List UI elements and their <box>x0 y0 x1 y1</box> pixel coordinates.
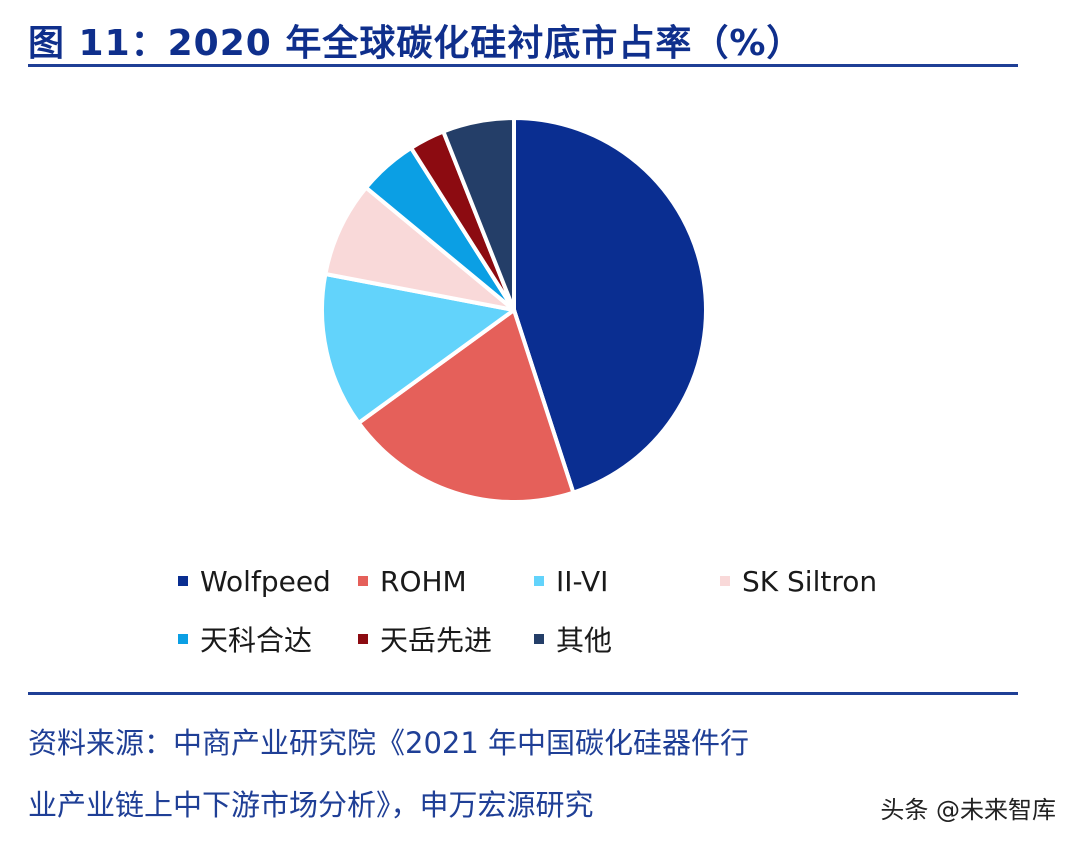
source-note: 资料来源：中商产业研究院《2021 年中国碳化硅器件行 业产业链上中下游市场分析… <box>28 712 1028 836</box>
pie-slice-6 <box>441 116 516 312</box>
legend-item-ii-vi: II-VI <box>534 565 720 598</box>
legend-row-2: 天科合达 天岳先进 其他 <box>178 618 938 660</box>
chart-title: 图 11：2020 年全球碳化硅衬底市占率（%） <box>28 23 804 64</box>
pie-chart <box>320 116 708 504</box>
legend: Wolfpeed ROHM II-VI SK Siltron 天科合达 天岳先进… <box>178 560 938 676</box>
legend-item-tiankehe: 天科合达 <box>178 619 358 659</box>
legend-item-other: 其他 <box>534 619 720 659</box>
legend-item-wolfpeed: Wolfpeed <box>178 565 358 598</box>
source-line-2: 业产业链上中下游市场分析》，申万宏源研究 <box>28 788 594 822</box>
legend-label: II-VI <box>556 564 609 598</box>
pie-slice-1 <box>356 308 576 504</box>
source-divider <box>28 692 1018 695</box>
legend-swatch <box>358 634 368 644</box>
source-line-1: 资料来源：中商产业研究院《2021 年中国碳化硅器件行 <box>28 726 750 760</box>
legend-label: Wolfpeed <box>200 564 331 598</box>
legend-row-1: Wolfpeed ROHM II-VI SK Siltron <box>178 560 938 602</box>
pie-slice-0 <box>512 116 708 495</box>
legend-label: 其他 <box>556 624 613 657</box>
legend-swatch <box>534 634 544 644</box>
title-divider <box>28 64 1018 67</box>
legend-swatch <box>720 576 730 586</box>
pie-slice-2 <box>320 272 516 425</box>
legend-item-sk-siltron: SK Siltron <box>720 565 920 598</box>
legend-swatch <box>178 576 188 586</box>
legend-item-tianyue: 天岳先进 <box>358 619 534 659</box>
legend-item-rohm: ROHM <box>358 565 534 598</box>
legend-label: ROHM <box>380 564 467 598</box>
legend-swatch <box>358 576 368 586</box>
legend-label: 天岳先进 <box>380 624 493 657</box>
watermark: 头条 @未来智库 <box>880 796 1056 824</box>
legend-swatch <box>534 576 544 586</box>
legend-label: 天科合达 <box>200 624 313 657</box>
legend-label: SK Siltron <box>742 564 878 598</box>
legend-swatch <box>178 634 188 644</box>
